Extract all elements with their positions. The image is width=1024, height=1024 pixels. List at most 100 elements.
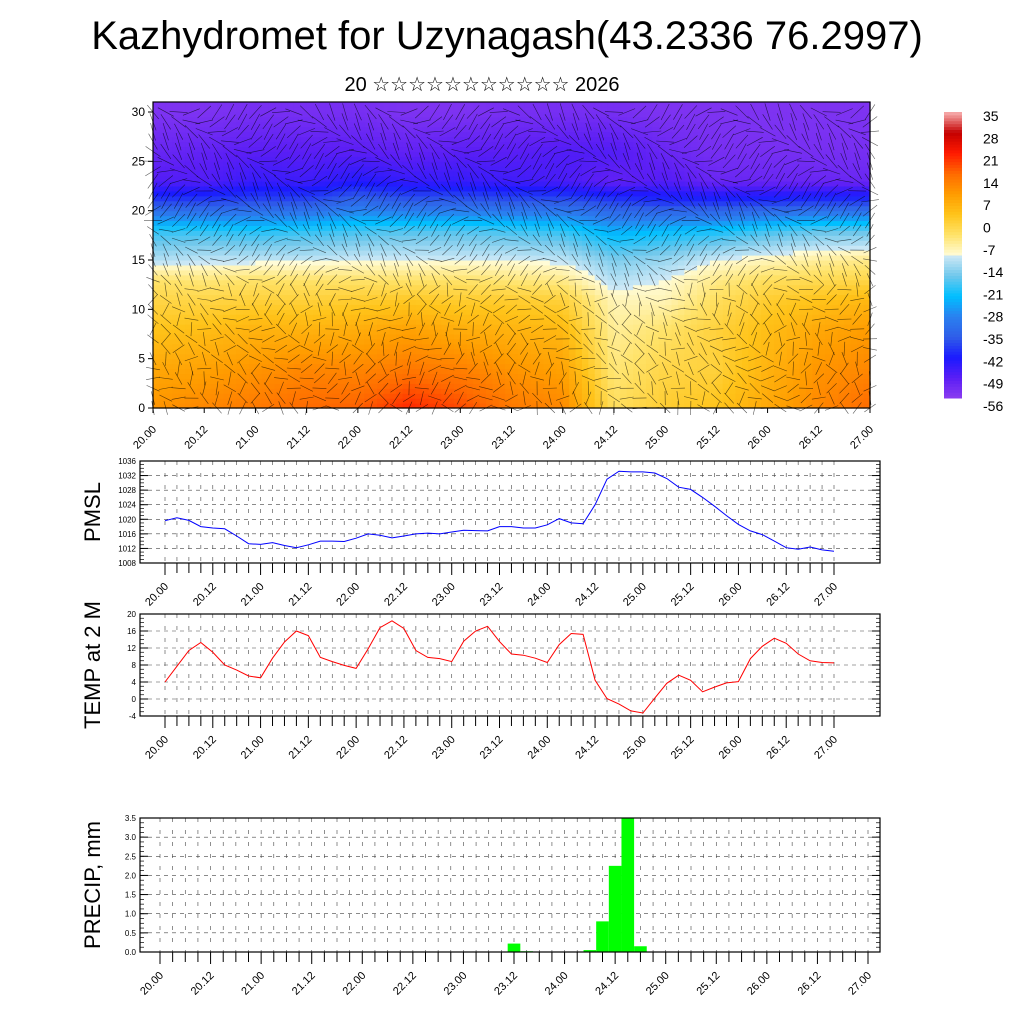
heatmap-cell (562, 161, 570, 167)
heatmap-cell (588, 116, 596, 123)
heatmap-cell (466, 299, 474, 305)
heatmap-cell (473, 106, 481, 113)
heatmap-cell (172, 333, 180, 340)
heatmap-cell (492, 398, 500, 404)
heatmap-cell (485, 200, 493, 207)
heatmap-cell (511, 324, 519, 330)
heatmap-cell (281, 126, 289, 133)
heatmap-cell (447, 299, 455, 305)
heatmap-cell (601, 230, 609, 236)
heatmap-cell (613, 195, 621, 202)
heatmap-cell (287, 200, 295, 207)
heatmap-cell (581, 324, 589, 330)
heatmap-cell (197, 299, 205, 305)
heatmap-cell (479, 146, 487, 152)
heatmap-cell (633, 195, 641, 202)
heatmap-cell (479, 314, 487, 320)
heatmap-cell (620, 235, 628, 241)
heatmap-cell (517, 225, 525, 231)
heatmap-cell (428, 294, 436, 301)
heatmap-cell (345, 309, 353, 315)
heatmap-cell (313, 220, 321, 226)
heatmap-cell (223, 398, 231, 404)
heatmap-cell (351, 259, 359, 266)
heatmap-cell (178, 373, 186, 379)
heatmap-cell (249, 195, 257, 202)
heatmap-cell (652, 343, 660, 350)
heatmap-cell (479, 245, 487, 251)
heatmap-cell (383, 126, 391, 133)
heatmap-cell (300, 235, 308, 241)
heatmap-cell (178, 348, 186, 355)
heatmap-cell (242, 299, 250, 305)
heatmap-cell (197, 358, 205, 365)
heatmap-cell (217, 319, 225, 325)
heatmap-cell (217, 264, 225, 271)
heatmap-cell (165, 368, 173, 375)
heatmap-cell (377, 304, 385, 310)
heatmap-cell (460, 358, 468, 365)
heatmap-cell (172, 240, 180, 246)
heatmap-cell (511, 126, 519, 133)
heatmap-cell (665, 255, 673, 261)
heatmap-cell (242, 240, 250, 246)
heatmap-cell (319, 338, 327, 345)
heatmap-cell (639, 161, 647, 167)
heatmap-cell (236, 111, 244, 118)
heatmap-cell (293, 151, 301, 157)
heatmap-cell (261, 156, 269, 162)
heatmap-cell (370, 333, 378, 340)
heatmap-cell (569, 116, 577, 123)
heatmap-cell (345, 343, 353, 350)
heatmap-cell (293, 284, 301, 291)
heatmap-cell (505, 319, 513, 325)
heatmap-cell (421, 156, 429, 162)
heatmap-cell (409, 403, 417, 409)
heatmap-cell (652, 309, 660, 315)
heatmap-cell (530, 171, 538, 177)
heatmap-cell (434, 304, 442, 310)
heatmap-cell (210, 388, 218, 394)
heatmap-cell (556, 373, 564, 379)
heatmap-cell (210, 171, 218, 177)
heatmap-cell (428, 121, 436, 128)
heatmap-cell (665, 264, 673, 271)
heatmap-cell (569, 240, 577, 246)
heatmap-cell (351, 314, 359, 320)
heatmap-cell (633, 245, 641, 251)
heatmap-cell (620, 319, 628, 325)
heatmap-cell (377, 171, 385, 177)
heatmap-cell (409, 141, 417, 148)
heatmap-cell (402, 279, 410, 286)
heatmap-cell (172, 343, 180, 350)
heatmap-cell (498, 294, 506, 301)
heatmap-cell (178, 319, 186, 325)
heatmap-cell (415, 235, 423, 241)
heatmap-cell (332, 338, 340, 345)
heatmap-cell (639, 116, 647, 123)
heatmap-cell (313, 255, 321, 261)
heatmap-cell (524, 151, 532, 157)
heatmap-cell (287, 284, 295, 291)
heatmap-cell (242, 146, 250, 152)
heatmap-cell (236, 333, 244, 340)
heatmap-cell (357, 176, 365, 182)
heatmap-cell (249, 146, 257, 152)
heatmap-cell (402, 146, 410, 152)
heatmap-cell (543, 180, 551, 187)
heatmap-cell (402, 250, 410, 256)
heatmap-cell (274, 126, 282, 133)
heatmap-cell (620, 245, 628, 251)
heatmap-cell (415, 299, 423, 305)
heatmap-cell (383, 106, 391, 113)
heatmap-cell (159, 343, 167, 350)
heatmap-cell (556, 225, 564, 231)
heatmap-cell (453, 333, 461, 340)
heatmap-cell (357, 210, 365, 217)
heatmap-cell (249, 348, 257, 355)
heatmap-cell (434, 156, 442, 162)
heatmap-cell (370, 373, 378, 379)
heatmap-cell (613, 136, 621, 143)
heatmap-cell (409, 230, 417, 236)
heatmap-cell (569, 363, 577, 370)
